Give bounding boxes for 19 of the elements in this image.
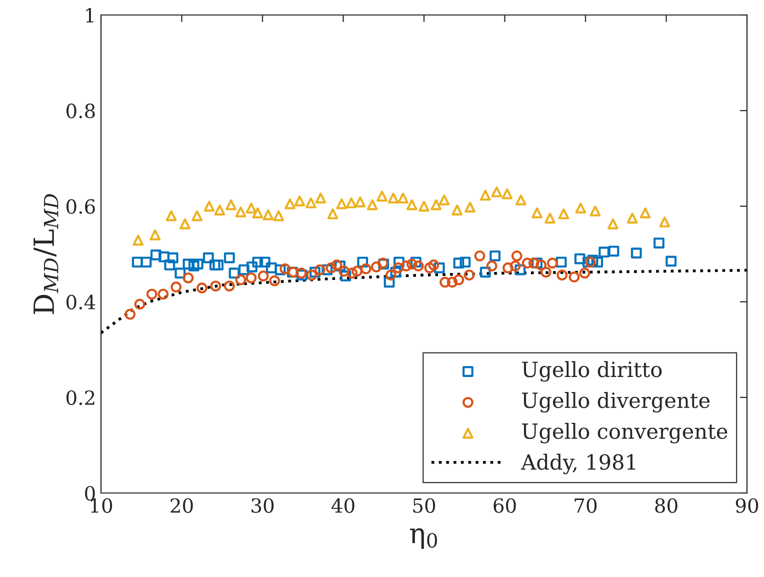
x-axis-title: η$_{0}$ <box>410 528 437 549</box>
legend-label: Ugello diritto <box>522 361 662 382</box>
legend-label: Ugello convergente <box>522 422 728 444</box>
x-tick-label: 90 <box>736 498 758 513</box>
y-axis-title: D$_{MD}$/L$_{MD}$ <box>34 194 58 314</box>
legend-label: Ugello divergente <box>522 392 710 412</box>
x-tick-label: 80 <box>655 498 678 513</box>
y-tick-label: 0.6 <box>66 199 95 214</box>
x-tick-label: 60 <box>494 498 516 513</box>
y-tick-label: 0.8 <box>66 104 95 118</box>
x-tick-label: 50 <box>413 498 436 513</box>
y-tick-label: 0.4 <box>66 294 96 310</box>
x-tick-label: 70 <box>574 498 597 513</box>
y-tick-label: 0.2 <box>66 390 94 406</box>
legend-label: Addy, 1981 <box>520 454 636 474</box>
x-tick-label: 40 <box>331 498 354 513</box>
x-tick-label: 20 <box>170 498 193 513</box>
y-tick-label: 1 <box>86 8 94 22</box>
x-tick-label: 30 <box>252 498 274 513</box>
